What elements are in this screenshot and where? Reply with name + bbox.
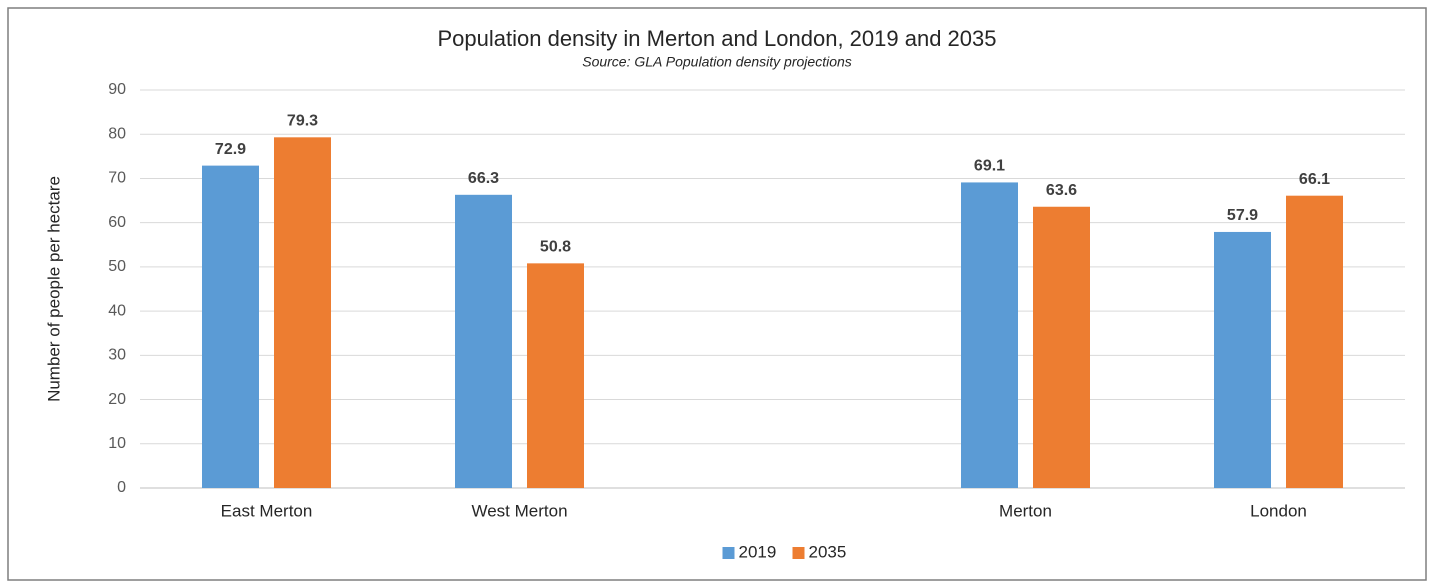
data-label: 57.9 (1227, 207, 1258, 224)
y-axis-label: Number of people per hectare (44, 176, 63, 402)
chart-subtitle: Source: GLA Population density projectio… (582, 54, 852, 70)
y-tick-label: 80 (108, 125, 126, 142)
bar (961, 182, 1018, 488)
y-tick-label: 30 (108, 347, 126, 364)
y-tick-label: 50 (108, 258, 126, 275)
legend-swatch (792, 547, 805, 559)
x-tick-label: London (1250, 501, 1307, 520)
legend-swatch (722, 547, 735, 559)
data-label: 50.8 (540, 239, 571, 256)
x-tick-label: West Merton (471, 501, 567, 520)
y-tick-label: 20 (108, 391, 126, 408)
y-tick-label: 0 (117, 479, 126, 496)
data-label: 69.1 (974, 158, 1005, 175)
bar (1033, 206, 1090, 488)
bar (202, 165, 259, 488)
chart-title: Population density in Merton and London,… (438, 26, 997, 51)
data-label: 72.9 (215, 141, 246, 158)
data-label: 63.6 (1046, 182, 1077, 199)
data-label: 66.1 (1299, 171, 1330, 188)
y-tick-label: 90 (108, 81, 126, 98)
x-tick-label: Merton (999, 501, 1052, 520)
y-tick-label: 70 (108, 170, 126, 187)
bar (274, 137, 331, 488)
y-tick-label: 60 (108, 214, 126, 231)
y-tick-label: 10 (108, 435, 126, 452)
bar (1286, 195, 1343, 489)
legend-label: 2035 (809, 542, 847, 561)
y-tick-label: 40 (108, 302, 126, 319)
bar (455, 194, 512, 488)
data-label: 79.3 (287, 113, 318, 130)
x-tick-label: East Merton (221, 501, 313, 520)
bar (1214, 231, 1271, 488)
legend-label: 2019 (739, 542, 777, 561)
bar (527, 263, 584, 488)
data-label: 66.3 (468, 170, 499, 187)
